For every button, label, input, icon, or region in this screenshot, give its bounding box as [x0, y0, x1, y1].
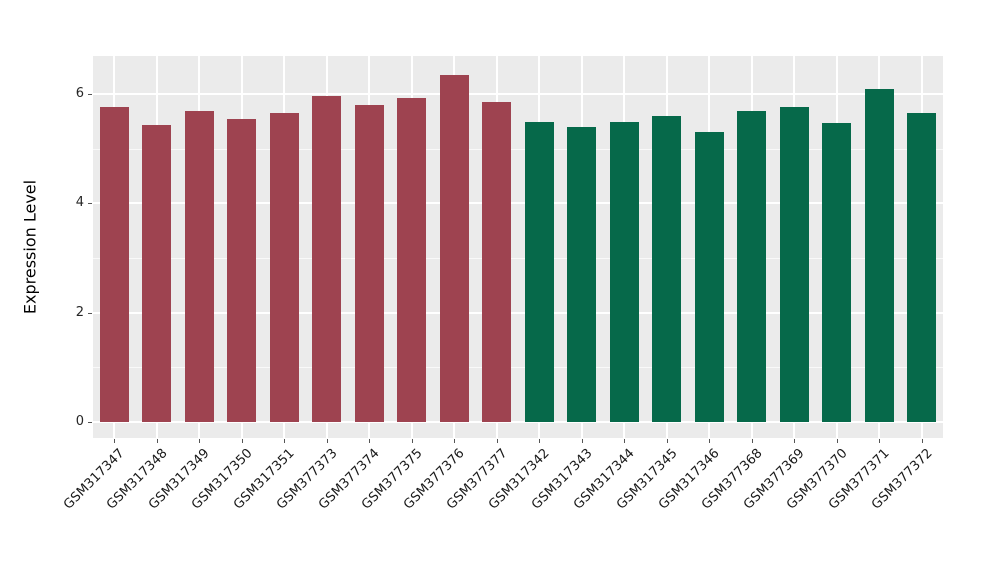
- bar-GSM317342: [524, 121, 554, 422]
- x-tick-mark: [709, 439, 711, 443]
- x-tick-mark: [624, 439, 626, 443]
- bar-GSM377375: [397, 98, 427, 422]
- x-tick-mark: [369, 439, 371, 443]
- bar-GSM377376: [439, 74, 469, 422]
- bar-GSM377374: [354, 104, 384, 422]
- x-tick-mark: [326, 439, 328, 443]
- minor-gridline: [93, 258, 943, 260]
- bar-GSM317345: [652, 115, 682, 422]
- x-tick-mark: [666, 439, 668, 443]
- y-tick-mark: [88, 94, 92, 96]
- bar-GSM317346: [694, 132, 724, 422]
- x-tick-mark: [199, 439, 201, 443]
- x-tick-mark: [879, 439, 881, 443]
- x-tick-mark: [454, 439, 456, 443]
- y-tick-mark: [88, 312, 92, 314]
- bar-GSM377377: [482, 101, 512, 422]
- y-tick-label: 6: [75, 86, 84, 102]
- x-tick-mark: [539, 439, 541, 443]
- minor-gridline: [93, 367, 943, 369]
- x-tick-mark: [836, 439, 838, 443]
- y-tick-label: 2: [75, 304, 84, 320]
- bar-GSM377371: [864, 89, 894, 422]
- major-gridline: [93, 421, 943, 423]
- x-tick-mark: [751, 439, 753, 443]
- x-tick-mark: [284, 439, 286, 443]
- plot-panel: [93, 56, 943, 438]
- bar-GSM317348: [142, 125, 172, 422]
- major-gridline: [93, 311, 943, 314]
- bar-GSM317347: [99, 106, 129, 422]
- minor-gridline: [93, 148, 943, 150]
- bar-GSM377368: [737, 110, 767, 422]
- x-tick-mark: [794, 439, 796, 443]
- x-tick-mark: [156, 439, 158, 443]
- bar-GSM377373: [312, 95, 342, 422]
- bar-GSM377370: [822, 122, 852, 422]
- bar-GSM377369: [779, 106, 809, 422]
- x-tick-mark: [921, 439, 923, 443]
- x-tick-mark: [496, 439, 498, 443]
- bar-GSM317351: [269, 113, 299, 422]
- major-gridline: [93, 202, 943, 205]
- bar-GSM377372: [907, 112, 937, 422]
- y-tick-mark: [88, 203, 92, 205]
- bar-GSM317349: [184, 110, 214, 422]
- x-tick-mark: [114, 439, 116, 443]
- y-tick-label: 0: [75, 414, 84, 429]
- bar-GSM317343: [567, 127, 597, 422]
- x-tick-mark: [411, 439, 413, 443]
- y-axis-title: Expression Level: [20, 179, 40, 315]
- y-tick-mark: [88, 422, 92, 423]
- major-gridline: [93, 93, 943, 96]
- bar-GSM317350: [227, 119, 257, 422]
- x-tick-mark: [581, 439, 583, 443]
- x-tick-mark: [241, 439, 243, 443]
- y-tick-label: 4: [75, 195, 84, 211]
- bar-GSM317344: [609, 121, 639, 422]
